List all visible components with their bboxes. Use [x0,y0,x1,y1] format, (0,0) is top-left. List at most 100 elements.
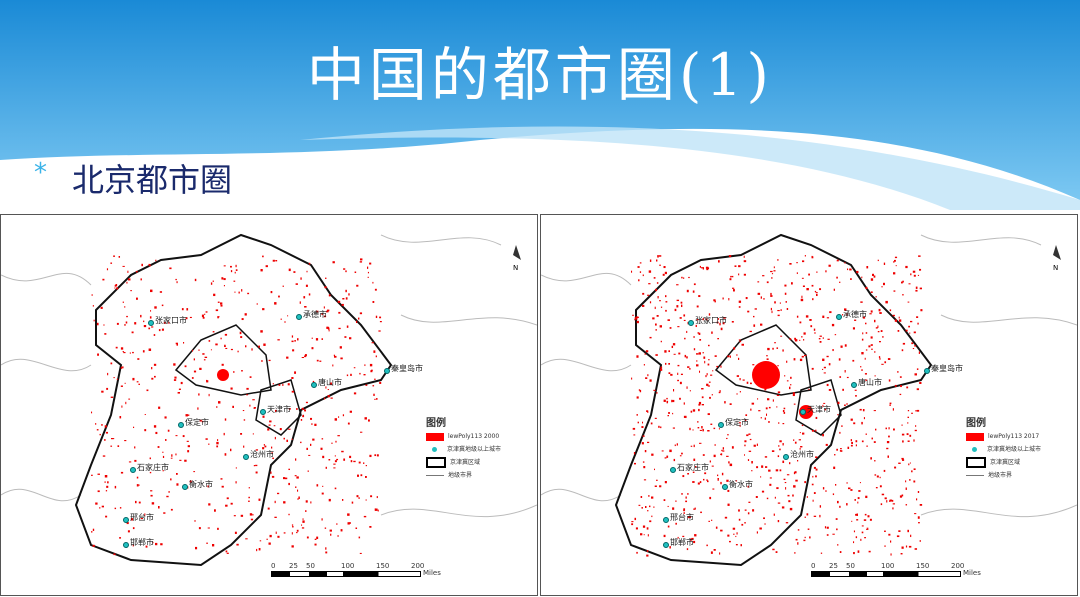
urban-patch [97,490,100,493]
urban-patch [364,417,367,420]
urban-patch [893,428,895,431]
urban-patch [918,351,920,354]
urban-patch [193,358,196,361]
city-label: 邢台市 [130,513,154,522]
urban-patch [847,268,849,271]
urban-patch [647,510,649,512]
urban-patch [877,331,880,333]
urban-patch [163,512,166,514]
city-label: 沧州市 [790,450,814,459]
urban-patch [674,444,676,447]
urban-patch [214,509,216,512]
urban-patch [813,328,816,331]
svg-text:N: N [1053,264,1058,272]
urban-patch [104,425,107,428]
urban-patch [807,528,810,530]
urban-patch [169,267,172,270]
urban-patch [836,276,838,279]
urban-patch [802,285,805,288]
urban-patch [698,332,701,335]
urban-patch [786,360,788,363]
urban-patch [233,371,235,373]
urban-patch [898,316,900,319]
legend-item-urban: lewPoly113 2017 [966,430,1041,443]
urban-patch [878,308,881,312]
urban-patch [764,523,766,525]
urban-patch [640,533,643,536]
urban-patch [692,290,695,293]
urban-patch [916,498,918,501]
urban-patch [882,336,884,338]
urban-patch [862,409,865,412]
urban-patch [713,299,716,302]
urban-patch [777,520,780,523]
urban-patch [900,385,902,388]
urban-patch [215,343,218,346]
urban-patch [743,260,747,263]
urban-patch [763,298,765,300]
urban-patch [295,283,298,285]
urban-patch [873,275,876,278]
urban-patch [287,383,290,386]
urban-patch [236,543,239,546]
urban-patch [356,284,359,287]
urban-patch [349,455,352,459]
urban-patch [816,271,818,273]
city-point [851,382,857,388]
urban-patch [268,424,271,426]
urban-patch [698,295,701,298]
urban-patch [770,292,772,296]
urban-patch [314,423,317,426]
urban-patch [833,466,836,470]
urban-patch [122,351,125,353]
urban-patch [711,394,713,396]
urban-patch [859,482,862,484]
urban-patch [787,494,790,497]
urban-patch [664,271,667,275]
urban-patch [668,350,671,353]
urban-patch [151,377,154,380]
boundary-lines [1,234,537,518]
urban-patch [905,504,908,506]
urban-patch [735,544,738,546]
urban-patch [714,355,717,357]
urban-patch [685,500,688,503]
urban-patch [202,316,205,319]
urban-patch [834,334,837,336]
urban-patch [792,392,795,395]
urban-patch [776,394,780,396]
urban-patch [738,422,741,424]
urban-patch [253,407,256,409]
urban-patch [772,347,774,350]
urban-patch [162,455,165,459]
urban-patch [867,515,870,518]
city-label: 天津市 [807,405,831,414]
urban-patch [280,318,282,320]
urban-patch [643,479,647,481]
urban-patch [736,354,738,356]
urban-patch [794,471,797,474]
urban-patch [790,384,792,386]
urban-patch [676,443,678,446]
urban-patch [811,284,814,287]
urban-patch [364,364,366,367]
urban-patch [905,329,908,332]
urban-patch [138,501,141,504]
urban-patch [775,469,779,472]
urban-patch [663,499,666,502]
urban-patch [812,475,814,478]
urban-patch [238,291,240,294]
urban-patch [894,256,898,259]
urban-patch [175,435,178,437]
urban-patch [218,401,221,404]
urban-patch [839,376,842,378]
urban-patch [263,343,266,346]
urban-patch [162,451,164,453]
urban-patch [151,367,153,370]
urban-patch [709,396,711,399]
urban-patch [235,467,237,469]
urban-patch [910,320,913,323]
urban-patch [885,427,887,430]
urban-patch [657,296,659,299]
urban-patch [789,263,792,265]
